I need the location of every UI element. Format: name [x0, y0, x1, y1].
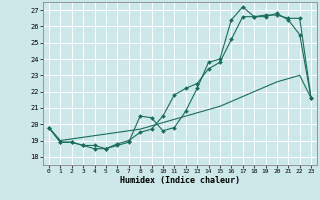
- X-axis label: Humidex (Indice chaleur): Humidex (Indice chaleur): [120, 176, 240, 185]
